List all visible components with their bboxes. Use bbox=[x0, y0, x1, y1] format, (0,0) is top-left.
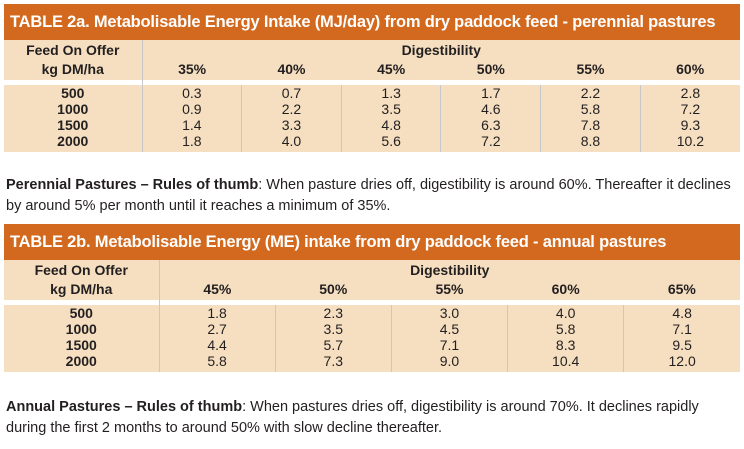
table-row: 1500 1.4 3.3 4.8 6.3 7.8 9.3 bbox=[4, 117, 740, 133]
me-intake-cell: 7.8 bbox=[540, 117, 641, 133]
me-intake-cell: 3.0 bbox=[391, 305, 509, 321]
me-intake-cell: 7.3 bbox=[275, 353, 392, 372]
me-intake-cell: 7.1 bbox=[391, 337, 509, 353]
row-header-line2: kg DM/ha bbox=[41, 61, 104, 77]
digestibility-column-header: 60% bbox=[551, 281, 580, 297]
me-intake-cell: 7.2 bbox=[640, 101, 740, 117]
me-intake-cell: 3.5 bbox=[341, 101, 442, 117]
me-intake-cell: 10.2 bbox=[640, 133, 740, 152]
me-intake-cell: 10.4 bbox=[507, 353, 625, 372]
note-text: : When pasture dries off, digestibility … bbox=[6, 177, 731, 214]
me-intake-cell: 7.1 bbox=[623, 321, 740, 337]
me-intake-cell: 3.5 bbox=[275, 321, 392, 337]
me-intake-cell: 8.8 bbox=[540, 133, 641, 152]
digestibility-column-header: 40% bbox=[277, 61, 306, 77]
table-2b-row-header: Feed On Offer kg DM/ha bbox=[4, 260, 160, 300]
me-intake-cell: 5.7 bbox=[275, 337, 392, 353]
digestibility-column-header: 45% bbox=[377, 61, 406, 77]
me-intake-cell: 6.3 bbox=[440, 117, 542, 133]
me-intake-cell: 5.8 bbox=[540, 101, 641, 117]
me-intake-cell: 4.0 bbox=[507, 305, 625, 321]
table-2b-title: TABLE 2b. Metabolisable Energy (ME) inta… bbox=[4, 224, 740, 260]
table-2a-column-headers: 35% 40% 45% 50% 55% 60% bbox=[4, 60, 740, 80]
me-intake-cell: 1.7 bbox=[440, 85, 542, 101]
table-row: 2000 5.8 7.3 9.0 10.4 12.0 bbox=[4, 353, 740, 372]
me-intake-cell: 4.8 bbox=[341, 117, 442, 133]
digestibility-column-header: 50% bbox=[476, 61, 505, 77]
row-header-line2: kg DM/ha bbox=[50, 281, 113, 297]
feed-on-offer-cell: 1500 bbox=[4, 337, 160, 353]
table-2a-grid: Feed On Offer kg DM/ha Digestibility 35%… bbox=[4, 40, 740, 152]
digestibility-column-header: 55% bbox=[576, 61, 605, 77]
digestibility-column-header: 45% bbox=[203, 281, 232, 297]
me-intake-cell: 5.8 bbox=[159, 353, 276, 372]
me-intake-cell: 2.7 bbox=[159, 321, 276, 337]
me-intake-cell: 0.9 bbox=[142, 101, 243, 117]
feed-on-offer-cell: 2000 bbox=[4, 133, 143, 152]
me-intake-cell: 7.2 bbox=[440, 133, 542, 152]
me-intake-cell: 4.6 bbox=[440, 101, 542, 117]
me-intake-cell: 2.2 bbox=[241, 101, 342, 117]
me-intake-cell: 2.2 bbox=[540, 85, 641, 101]
me-intake-cell: 8.3 bbox=[507, 337, 625, 353]
feed-on-offer-cell: 2000 bbox=[4, 353, 160, 372]
feed-on-offer-cell: 500 bbox=[4, 85, 143, 101]
table-row: 1000 2.7 3.5 4.5 5.8 7.1 bbox=[4, 321, 740, 337]
feed-on-offer-cell: 1500 bbox=[4, 117, 143, 133]
me-intake-cell: 2.8 bbox=[640, 85, 740, 101]
feed-on-offer-cell: 1000 bbox=[4, 101, 143, 117]
table-2a-title: TABLE 2a. Metabolisable Energy Intake (M… bbox=[4, 4, 740, 40]
table-row: 1000 0.9 2.2 3.5 4.6 5.8 7.2 bbox=[4, 101, 740, 117]
row-header-line1: Feed On Offer bbox=[34, 262, 128, 278]
me-intake-cell: 9.0 bbox=[391, 353, 509, 372]
me-intake-cell: 9.3 bbox=[640, 117, 740, 133]
me-intake-cell: 5.6 bbox=[341, 133, 442, 152]
table-row: 1500 4.4 5.7 7.1 8.3 9.5 bbox=[4, 337, 740, 353]
note-lead: Annual Pastures – Rules of thumb bbox=[6, 399, 243, 415]
table-row: 500 1.8 2.3 3.0 4.0 4.8 bbox=[4, 305, 740, 321]
table-2b-grid: Feed On Offer kg DM/ha Digestibility 45%… bbox=[4, 260, 740, 372]
me-intake-cell: 4.0 bbox=[241, 133, 342, 152]
note-lead: Perennial Pastures – Rules of thumb bbox=[6, 177, 259, 193]
table-2b-column-headers: 45% 50% 55% 60% 65% bbox=[4, 280, 740, 300]
feed-on-offer-cell: 500 bbox=[4, 305, 160, 321]
me-intake-cell: 1.3 bbox=[341, 85, 442, 101]
table-row: 500 0.3 0.7 1.3 1.7 2.2 2.8 bbox=[4, 85, 740, 101]
table-row: 2000 1.8 4.0 5.6 7.2 8.8 10.2 bbox=[4, 133, 740, 152]
table-2b-column-group: Digestibility bbox=[410, 262, 490, 278]
table-2b-header-row: Feed On Offer kg DM/ha Digestibility bbox=[4, 260, 740, 300]
me-intake-cell: 4.4 bbox=[159, 337, 276, 353]
me-intake-cell: 3.3 bbox=[241, 117, 342, 133]
table-2a-column-group: Digestibility bbox=[401, 42, 481, 58]
digestibility-column-header: 50% bbox=[319, 281, 348, 297]
me-intake-cell: 2.3 bbox=[275, 305, 392, 321]
me-intake-cell: 5.8 bbox=[507, 321, 625, 337]
me-intake-cell: 0.3 bbox=[142, 85, 243, 101]
me-intake-cell: 0.7 bbox=[241, 85, 342, 101]
row-header-line1: Feed On Offer bbox=[26, 42, 120, 58]
me-intake-cell: 9.5 bbox=[623, 337, 740, 353]
table-2a-row-header: Feed On Offer kg DM/ha bbox=[4, 40, 143, 80]
note-text: : When pastures dries off, digestibility… bbox=[6, 399, 699, 436]
table-2a: TABLE 2a. Metabolisable Energy Intake (M… bbox=[4, 4, 740, 152]
me-intake-cell: 4.5 bbox=[391, 321, 509, 337]
annual-rules-note: Annual Pastures – Rules of thumb: When p… bbox=[6, 397, 738, 439]
me-intake-cell: 4.8 bbox=[623, 305, 740, 321]
table-2a-header-row: Feed On Offer kg DM/ha Digestibility bbox=[4, 40, 740, 80]
digestibility-column-header: 35% bbox=[178, 61, 207, 77]
me-intake-cell: 12.0 bbox=[623, 353, 740, 372]
me-intake-cell: 1.4 bbox=[142, 117, 243, 133]
perennial-rules-note: Perennial Pastures – Rules of thumb: Whe… bbox=[6, 175, 738, 217]
digestibility-column-header: 60% bbox=[676, 61, 705, 77]
me-intake-cell: 1.8 bbox=[159, 305, 276, 321]
me-intake-cell: 1.8 bbox=[142, 133, 243, 152]
digestibility-column-header: 55% bbox=[435, 281, 464, 297]
digestibility-column-header: 65% bbox=[667, 281, 696, 297]
feed-on-offer-cell: 1000 bbox=[4, 321, 160, 337]
table-2b: TABLE 2b. Metabolisable Energy (ME) inta… bbox=[4, 224, 740, 372]
